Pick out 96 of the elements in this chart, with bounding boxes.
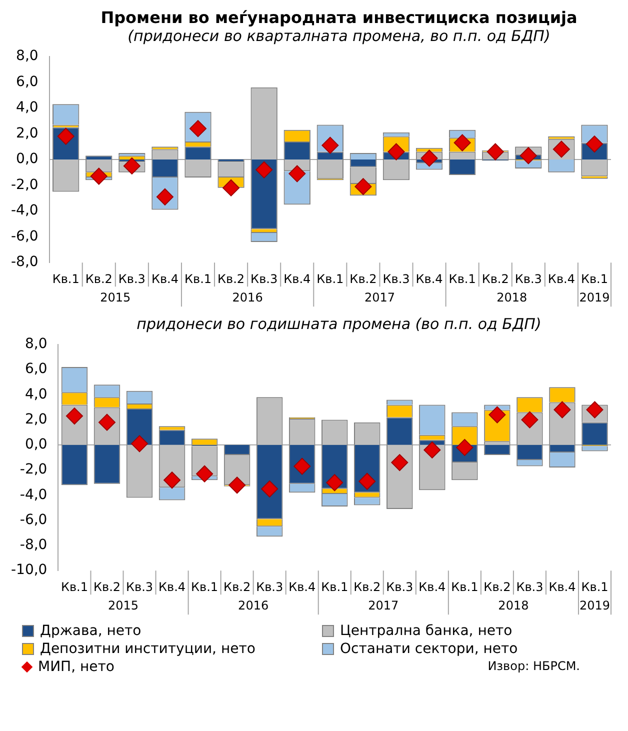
x-tick-label: Кв.3 [382,272,410,286]
x-tick-label: Кв.4 [548,580,576,594]
x-tick-label: Кв.1 [52,272,80,286]
x-tick-label: Кв.3 [250,272,278,286]
x-tick-label: Кв.4 [416,272,443,286]
point [131,435,148,452]
y-tick-label: 8,0 [24,336,48,352]
x-tick-label: Кв.3 [514,272,542,286]
x-tick-label: Кв.1 [321,580,348,594]
point [420,150,438,167]
x-tick-label: Кв.4 [418,580,446,594]
y-tick-label: 2,0 [16,125,38,142]
text: 2016 [238,598,269,613]
text: 2018 [498,598,529,613]
x-tick-label: Кв.2 [218,272,245,286]
x-tick-label: Кв.2 [484,580,511,594]
point [90,168,108,185]
point [388,143,405,160]
x-tick-label: Кв.1 [316,272,344,286]
text: 2019 [579,598,610,613]
point [261,480,278,498]
x-tick-label: Кв.1 [184,272,212,286]
point [288,165,306,182]
x-tick-label: Кв.2 [350,272,377,286]
chart-subtitle: (придонеси во кварталната промена, во п.п. од БДП) [126,27,552,45]
x-tick-label: Кв.3 [386,580,414,594]
x-tick-label: Кв.4 [288,580,316,594]
y-tick-label: -10,0 [10,562,48,578]
x-tick-label: Кв.1 [60,580,88,594]
y-tick-label: 2,0 [24,411,48,428]
point [424,441,441,458]
x-tick-label: Кв.1 [448,272,476,286]
y-tick-label: 6,0 [16,74,38,90]
y-tick-label: 0,0 [24,436,48,453]
y-tick-label: -6,0 [10,228,38,244]
point [164,472,181,489]
x-tick-label: Кв.2 [224,580,251,594]
text: 2018 [496,290,528,305]
y-tick-label: -4,0 [10,202,38,219]
x-tick-label: Кв.3 [256,580,284,594]
x-tick-label: Кв.4 [284,272,311,286]
legend-label: Држава, нето [40,623,142,639]
y-tick-label: -8,0 [20,537,48,554]
point [586,136,603,153]
y-tick-label: 0,0 [16,151,38,168]
x-tick-label: Кв.2 [93,580,121,594]
y-tick-label: -8,0 [10,254,38,270]
y-tick-label: 6,0 [24,361,48,378]
x-tick-label: Кв.1 [451,580,478,594]
x-tick-label: Кв.1 [581,580,608,594]
point [391,454,408,472]
y-tick-label: 4,0 [24,386,48,402]
legend-label: МИП, нето [38,659,114,675]
x-tick-label: Кв.1 [191,580,218,594]
x-tick-label: Кв.3 [118,272,146,286]
point [486,143,504,160]
text: 2015 [100,290,131,305]
text: 2017 [364,290,395,305]
text: Извор: НБРСМ. [488,659,580,673]
point [358,472,376,490]
point [228,476,246,494]
x-tick-label: Кв.2 [354,580,381,594]
point [354,178,372,196]
point [520,147,537,164]
point [456,438,474,456]
legend-label: Централна банка, нето [340,623,512,639]
x-tick-label: Кв.3 [516,580,544,594]
y-tick-label: 8,0 [16,48,38,64]
text: 2015 [108,598,139,613]
text: 2016 [232,290,263,305]
point [123,157,140,174]
x-tick-label: Кв.4 [158,580,186,594]
x-tick-label: Кв.4 [151,272,178,286]
point [454,134,471,152]
chart-subtitle: придонеси во годишната промена (во п.п. од БДП) [136,315,542,333]
y-tick-label: -2,0 [20,462,48,478]
x-tick-label: Кв.2 [85,272,112,286]
x-tick-label: Кв.1 [580,272,608,286]
x-tick-label: Кв.2 [482,272,509,286]
point [488,406,506,424]
y-tick-label: -2,0 [10,176,38,193]
text: 2019 [579,290,610,305]
y-tick-label: -6,0 [20,512,48,528]
x-tick-label: Кв.4 [548,272,575,286]
x-tick-label: Кв.3 [126,580,154,594]
point [326,474,344,492]
text: 2017 [368,598,399,613]
point [196,465,214,482]
chart-title: Промени во меѓународната инвестициска позиција [100,8,578,27]
point [222,179,240,196]
legend-label: Депозитни институции, нето [40,641,256,657]
legend-label: Останати сектори, нето [340,641,518,657]
y-tick-label: 4,0 [16,100,38,116]
point [554,401,571,418]
point [256,161,273,178]
y-tick-label: -4,0 [20,486,48,503]
